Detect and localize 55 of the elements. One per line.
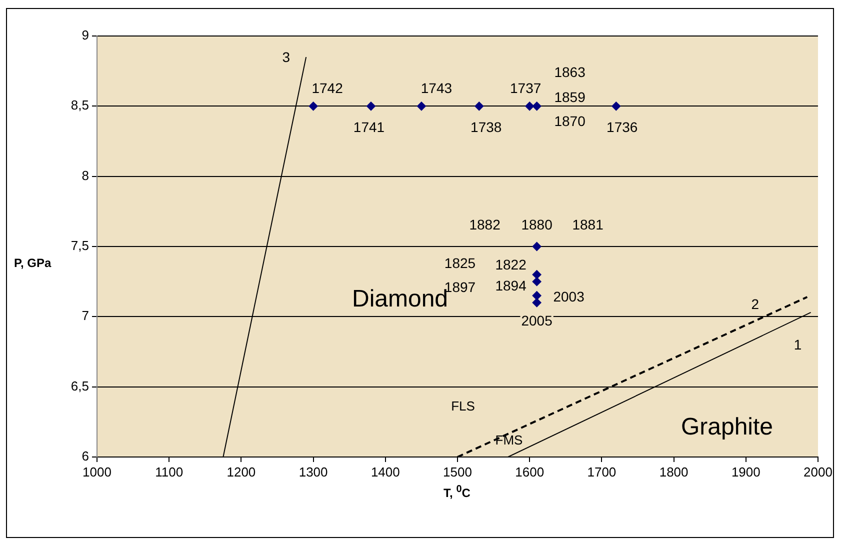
annotation: 1863 [554,64,586,80]
x-axis-title: T, $^{0}$C [442,484,472,500]
x-tick-label: 1900 [731,464,760,480]
point [532,291,542,300]
y-axis-title: P, GPa [14,256,52,270]
point [366,102,376,111]
y-tick-label: 7,5 [70,238,89,254]
x-tick-label: 1400 [370,464,400,480]
x-tick-label: 1500 [443,464,472,480]
point [532,277,542,286]
annotation: 1859 [554,89,586,106]
annotation: FMS [495,432,524,448]
y-tick-label: 8 [82,168,89,183]
annotation: 1880 [521,216,553,232]
annotation: FLS [451,398,476,414]
annotation: 1742 [312,80,344,96]
point [525,102,534,111]
annotation: 1894 [495,277,527,294]
annotation: 1825 [444,254,476,271]
series-label: 3 [282,48,290,65]
x-tick-label: 1800 [659,464,688,480]
x-tick-label: 1000 [82,464,112,480]
x-tick-label: 2000 [804,464,832,480]
x-tick-label: 1100 [155,464,184,480]
y-tick-label: 6 [82,448,89,464]
point [532,242,542,251]
x-tick-label: 1600 [515,464,544,480]
point [612,102,621,111]
y-tick-label: 6,5 [70,378,89,394]
point [474,102,484,111]
annotation: 1741 [353,119,385,136]
annotation: 2003 [553,288,585,304]
x-tick-label: 1700 [587,464,616,480]
annotation: 1738 [470,119,502,136]
point [532,270,542,280]
series-label: 1 [794,336,802,352]
annotation: 1737 [510,80,542,96]
annotation: 1822 [495,256,527,272]
annotation: Graphite [680,414,774,441]
point [532,102,542,111]
annotation: 1881 [572,216,604,232]
y-tick-label: 7 [82,308,89,324]
annotation: 1736 [606,119,638,136]
point [416,102,426,111]
y-tick-label: 9 [82,28,89,43]
x-tick-label: 1300 [298,464,328,480]
annotation: 1870 [554,113,586,130]
annotation: 2005 [521,312,553,328]
y-tick-label: 8,5 [70,98,89,113]
series-label: 2 [751,296,760,312]
point [308,102,318,111]
annotation: 1743 [420,80,452,96]
x-tick-label: 1200 [226,464,256,480]
point [532,298,542,308]
annotation: 1882 [469,216,501,232]
